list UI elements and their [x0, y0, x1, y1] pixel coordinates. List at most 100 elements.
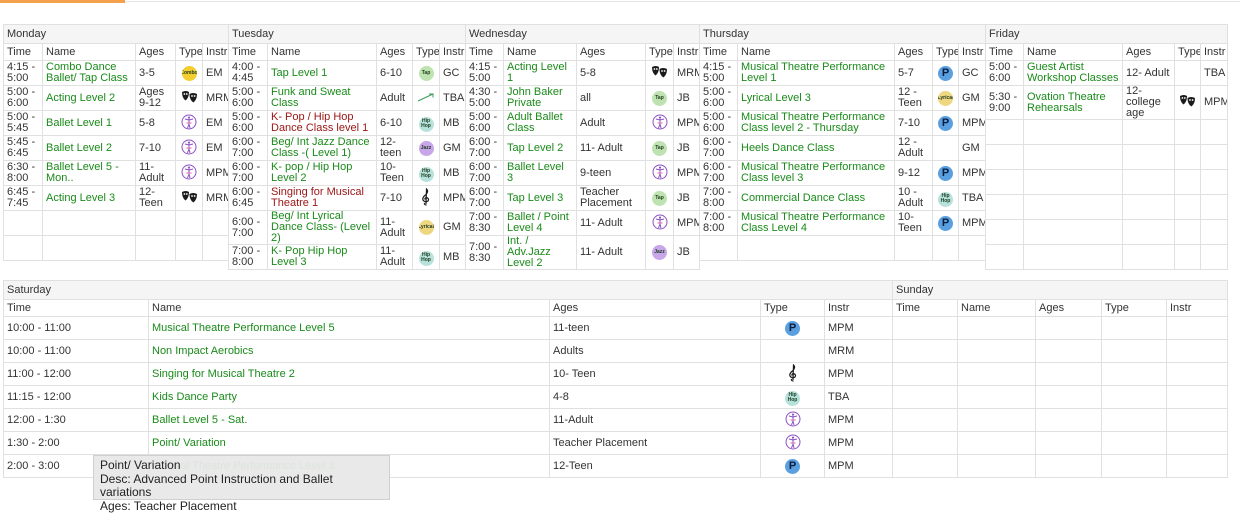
instructor: TBA: [825, 386, 893, 409]
type-cell: Lyrical: [413, 211, 440, 245]
icon-part: [652, 214, 668, 230]
icon-part: [785, 434, 801, 450]
class-name: John Baker Private: [504, 86, 577, 111]
ages: 11- Adult: [577, 136, 646, 161]
ages: all: [577, 86, 646, 111]
empty-cell: [895, 236, 933, 261]
empty-cell: [700, 236, 738, 261]
time: 5:00 - 6:00: [229, 86, 268, 111]
column-header: Instr: [203, 44, 229, 61]
ages: 12 - Adult: [895, 136, 933, 161]
instructor: GC: [440, 61, 466, 86]
icon-part: [651, 65, 668, 79]
empty-cell: [986, 170, 1024, 195]
type-cell: [413, 86, 440, 111]
ages: 12-college age: [1123, 86, 1175, 120]
time: 5:45 - 6:45: [4, 136, 43, 161]
type-cell: [176, 161, 203, 186]
type-icon: Hip Hop: [419, 251, 434, 266]
ages: 9-teen: [577, 161, 646, 186]
empty-cell: [1167, 317, 1228, 340]
icon-part: [652, 164, 668, 180]
icon-part: [420, 188, 432, 206]
empty-cell: [1123, 145, 1175, 170]
empty-cell: [893, 340, 958, 363]
type-icon: Hip Hop: [419, 167, 434, 182]
time: 1:30 - 2:00: [4, 432, 149, 455]
active-tab-indicator: [0, 0, 125, 3]
icon-part: [658, 116, 660, 118]
ages: 10- Teen: [550, 363, 761, 386]
empty-cell: [176, 211, 203, 236]
instructor: GC: [959, 61, 986, 86]
type-cell: [761, 363, 825, 386]
class-name: Ballet Level 3: [504, 161, 577, 186]
empty-cell: [1175, 145, 1201, 170]
class-name: Beg/ Int Jazz Dance Class -( Level 1): [268, 136, 377, 161]
empty-cell: [1102, 363, 1167, 386]
column-header: Ages: [377, 44, 413, 61]
icon-part: [416, 91, 436, 103]
empty-cell: [136, 236, 176, 261]
instructor: GM: [959, 136, 986, 161]
empty-cell: [986, 245, 1024, 270]
class-name: Heels Dance Class: [738, 136, 895, 161]
empty-cell: [1201, 120, 1228, 145]
empty-cell: [1036, 317, 1102, 340]
empty-cell: [1123, 170, 1175, 195]
icon-part: [185, 193, 187, 195]
empty-row: [893, 386, 1228, 409]
empty-cell: [1036, 340, 1102, 363]
type-icon: Lyrical: [938, 91, 953, 106]
column-header: Instr: [959, 44, 986, 61]
column-header: Instr: [825, 300, 893, 317]
type-icon: P: [938, 116, 953, 131]
empty-cell: [1167, 386, 1228, 409]
ages: 12-Teen: [136, 186, 176, 211]
class-name: K- Pop Hip Hop Level 3: [268, 245, 377, 270]
class-name: Commercial Dance Class: [738, 186, 895, 211]
empty-row: [986, 170, 1228, 195]
type-cell: Lyrical: [933, 86, 959, 111]
class-name: Adult Ballet Class: [504, 111, 577, 136]
instructor: MRM: [203, 186, 229, 211]
icon-part: [1189, 99, 1191, 101]
class-name: Acting Level 3: [43, 186, 136, 211]
empty-cell: [176, 236, 203, 261]
column-header: Ages: [550, 300, 761, 317]
icon-part: [661, 70, 663, 72]
time: 6:00 - 7:00: [700, 161, 738, 186]
type-cell: [1175, 86, 1201, 120]
class-name: Non Impact Aerobics: [149, 340, 550, 363]
instructor: MPM: [825, 317, 893, 340]
empty-cell: [1201, 195, 1228, 220]
empty-row: [893, 317, 1228, 340]
empty-row: [986, 220, 1228, 245]
ages: Teacher Placement: [550, 432, 761, 455]
type-cell: P: [933, 211, 959, 236]
column-header: Ages: [1123, 44, 1175, 61]
type-cell: Tap: [413, 61, 440, 86]
instructor: MPM: [959, 161, 986, 186]
time: 7:00 - 8:00: [700, 186, 738, 211]
ages: Adult: [377, 86, 413, 111]
empty-row: [986, 245, 1228, 270]
icon-part: [656, 68, 658, 70]
type-cell: [933, 136, 959, 161]
time: 11:00 - 12:00: [4, 363, 149, 386]
class-name: Lyrical Level 3: [738, 86, 895, 111]
type-cell: Tap: [646, 136, 674, 161]
time: 10:00 - 11:00: [4, 340, 149, 363]
